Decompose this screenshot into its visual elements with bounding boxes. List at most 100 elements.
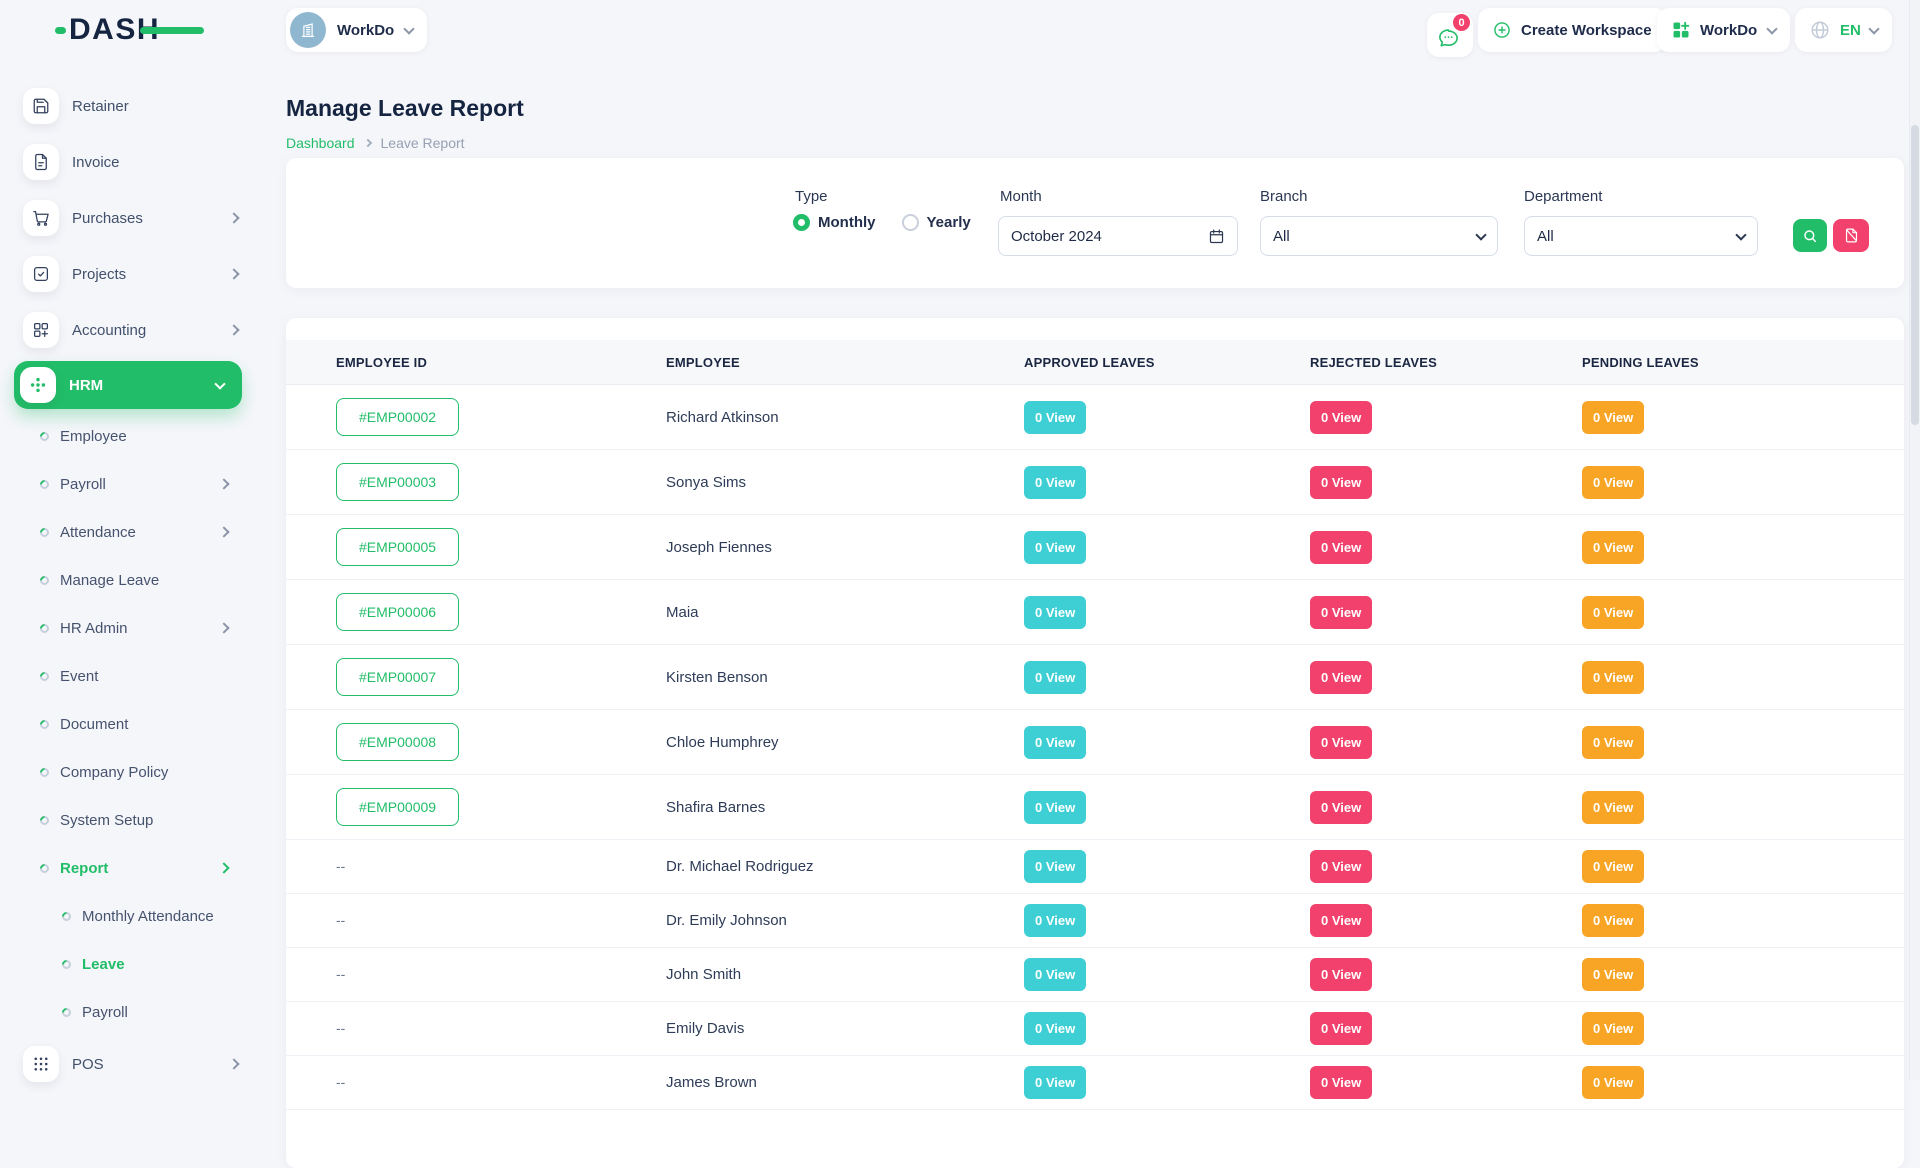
employee-id-empty: -- — [336, 965, 346, 982]
sidebar-item-pos[interactable]: POS — [0, 1036, 260, 1092]
sidebar-item-hrm[interactable]: HRM — [14, 361, 242, 409]
branch-select[interactable]: All — [1260, 216, 1498, 256]
approved-leaves-badge[interactable]: 0 View — [1024, 595, 1087, 629]
sidebar-item-invoice[interactable]: Invoice — [0, 134, 260, 190]
rejected-leaves-badge[interactable]: 0 View — [1310, 725, 1373, 759]
department-value: All — [1537, 227, 1554, 245]
rejected-leaves-badge[interactable]: 0 View — [1310, 595, 1373, 629]
sidebar-subitem-attendance[interactable]: Attendance — [0, 508, 260, 556]
sidebar-subitem-label: Manage Leave — [60, 571, 160, 589]
sidebar-subitem-leave[interactable]: Leave — [0, 940, 260, 988]
employee-id-badge[interactable]: #EMP00008 — [336, 723, 460, 761]
approved-leaves-badge[interactable]: 0 View — [1024, 790, 1087, 824]
type-label: Type — [795, 188, 828, 205]
create-workspace-button[interactable]: Create Workspace — [1478, 8, 1666, 52]
rejected-leaves-badge[interactable]: 0 View — [1310, 1066, 1373, 1099]
table-row: -- Emily Davis 0 View 0 View 0 View — [286, 1002, 1904, 1056]
rejected-leaves-badge[interactable]: 0 View — [1310, 465, 1373, 499]
pending-leaves-badge[interactable]: 0 View — [1582, 958, 1645, 991]
rejected-leaves-badge[interactable]: 0 View — [1310, 660, 1373, 694]
app-logo[interactable]: DASH — [55, 14, 205, 46]
reset-button[interactable] — [1833, 219, 1869, 252]
sidebar-subitem-employee[interactable]: Employee — [0, 412, 260, 460]
pending-leaves-badge[interactable]: 0 View — [1582, 1066, 1645, 1099]
column-header: REJECTED LEAVES — [1310, 354, 1438, 370]
sidebar-subitem-label: Document — [60, 715, 129, 733]
sidebar-subitem-monthly-attendance[interactable]: Monthly Attendance — [0, 892, 260, 940]
pending-leaves-badge[interactable]: 0 View — [1582, 850, 1645, 883]
approved-leaves-badge[interactable]: 0 View — [1024, 465, 1087, 499]
sidebar-subitem-system-setup[interactable]: System Setup — [0, 796, 260, 844]
pending-leaves-badge[interactable]: 0 View — [1582, 530, 1645, 564]
month-label: Month — [1000, 188, 1042, 205]
employee-id-badge[interactable]: #EMP00002 — [336, 398, 460, 436]
column-header: PENDING LEAVES — [1582, 354, 1699, 370]
chevron-right-icon — [218, 526, 230, 538]
sidebar-subitem-company-policy[interactable]: Company Policy — [0, 748, 260, 796]
type-radio-yearly[interactable]: Yearly — [901, 214, 971, 231]
search-button[interactable] — [1793, 219, 1827, 252]
bullet-icon — [38, 621, 51, 635]
table-row: #EMP00007 Kirsten Benson 0 View 0 View 0… — [286, 645, 1904, 710]
approved-leaves-badge[interactable]: 0 View — [1024, 958, 1087, 991]
scrollbar-thumb[interactable] — [1911, 125, 1919, 425]
scrollbar[interactable] — [1909, 0, 1920, 1080]
table-row: #EMP00003 Sonya Sims 0 View 0 View 0 Vie… — [286, 450, 1904, 515]
table-row: #EMP00006 Maia 0 View 0 View 0 View — [286, 580, 1904, 645]
rejected-leaves-badge[interactable]: 0 View — [1310, 958, 1373, 991]
approved-leaves-badge[interactable]: 0 View — [1024, 1012, 1087, 1045]
approved-leaves-badge[interactable]: 0 View — [1024, 904, 1087, 937]
sidebar-subitem-event[interactable]: Event — [0, 652, 260, 700]
sidebar-item-purchases[interactable]: Purchases — [0, 190, 260, 246]
pending-leaves-badge[interactable]: 0 View — [1582, 595, 1645, 629]
approved-leaves-badge[interactable]: 0 View — [1024, 530, 1087, 564]
month-input[interactable]: October 2024 — [998, 216, 1238, 256]
sidebar-subitem-payroll[interactable]: Payroll — [0, 988, 260, 1036]
table-row: #EMP00005 Joseph Fiennes 0 View 0 View 0… — [286, 515, 1904, 580]
pending-leaves-badge[interactable]: 0 View — [1582, 660, 1645, 694]
messages-button[interactable]: 0 — [1427, 13, 1473, 57]
pending-leaves-badge[interactable]: 0 View — [1582, 1012, 1645, 1045]
pending-leaves-badge[interactable]: 0 View — [1582, 904, 1645, 937]
pending-leaves-badge[interactable]: 0 View — [1582, 725, 1645, 759]
sidebar-subitem-document[interactable]: Document — [0, 700, 260, 748]
pending-leaves-badge[interactable]: 0 View — [1582, 790, 1645, 824]
approved-leaves-badge[interactable]: 0 View — [1024, 725, 1087, 759]
type-radio-monthly[interactable]: Monthly — [793, 214, 876, 231]
pending-leaves-badge[interactable]: 0 View — [1582, 400, 1645, 434]
rejected-leaves-badge[interactable]: 0 View — [1310, 530, 1373, 564]
department-label: Department — [1524, 188, 1603, 205]
employee-id-badge[interactable]: #EMP00005 — [336, 528, 460, 566]
employee-id-badge[interactable]: #EMP00009 — [336, 788, 460, 826]
department-select[interactable]: All — [1524, 216, 1758, 256]
approved-leaves-badge[interactable]: 0 View — [1024, 660, 1087, 694]
sidebar: DASH Retainer Invoice Purchases Projects… — [0, 0, 260, 1082]
rejected-leaves-badge[interactable]: 0 View — [1310, 850, 1373, 883]
workspace-selector[interactable]: WorkDo — [286, 8, 428, 52]
sidebar-subitem-manage-leave[interactable]: Manage Leave — [0, 556, 260, 604]
bullet-icon — [38, 765, 51, 779]
language-selector[interactable]: EN — [1795, 8, 1892, 52]
approved-leaves-badge[interactable]: 0 View — [1024, 1066, 1087, 1099]
pending-leaves-badge[interactable]: 0 View — [1582, 465, 1645, 499]
rejected-leaves-badge[interactable]: 0 View — [1310, 904, 1373, 937]
sidebar-item-projects[interactable]: Projects — [0, 246, 260, 302]
employee-id-badge[interactable]: #EMP00006 — [336, 593, 460, 631]
rejected-leaves-badge[interactable]: 0 View — [1310, 1012, 1373, 1045]
sidebar-subitem-report[interactable]: Report — [0, 844, 260, 892]
sidebar-item-retainer[interactable]: Retainer — [0, 78, 260, 134]
approved-leaves-badge[interactable]: 0 View — [1024, 850, 1087, 883]
workdo-menu-button[interactable]: WorkDo — [1657, 8, 1791, 52]
employee-id-badge[interactable]: #EMP00007 — [336, 658, 460, 696]
rejected-leaves-badge[interactable]: 0 View — [1310, 400, 1373, 434]
plus-circle-icon — [1492, 20, 1512, 40]
employee-id-badge[interactable]: #EMP00003 — [336, 463, 460, 501]
sidebar-subitem-payroll[interactable]: Payroll — [0, 460, 260, 508]
sidebar-item-accounting[interactable]: Accounting — [0, 302, 260, 358]
breadcrumb-dashboard-link[interactable]: Dashboard — [286, 135, 355, 151]
approved-leaves-badge[interactable]: 0 View — [1024, 400, 1087, 434]
sidebar-item-label: Purchases — [72, 209, 143, 227]
sidebar-subitem-hr-admin[interactable]: HR Admin — [0, 604, 260, 652]
employee-name: Shafira Barnes — [666, 798, 766, 816]
rejected-leaves-badge[interactable]: 0 View — [1310, 790, 1373, 824]
